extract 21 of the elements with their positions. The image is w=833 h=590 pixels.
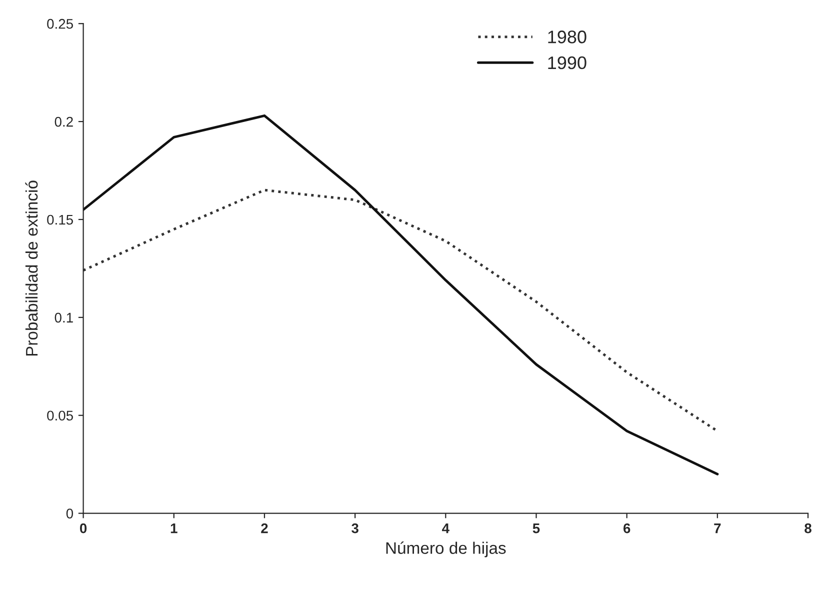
y-tick-label: 0.05: [47, 410, 73, 421]
x-tick-label: 0: [80, 523, 87, 534]
y-tick-label: 0.15: [47, 214, 73, 225]
x-tick-label: 3: [352, 523, 358, 534]
x-tick-label: 4: [442, 524, 450, 534]
x-tick-label: 1: [170, 524, 178, 534]
x-tick-label: 7: [714, 524, 721, 534]
y-tick-label: 0.25: [47, 18, 73, 29]
y-axis-title: Probabilidad de extinció: [25, 180, 38, 356]
y-tick-label: 0: [66, 508, 74, 518]
x-tick-label: 2: [261, 523, 268, 534]
y-tick-label: 0.1: [54, 312, 73, 323]
x-axis-title: Número de hijas: [386, 542, 506, 558]
line-series: [83, 188, 719, 432]
legend-label: 1990: [548, 56, 586, 70]
y-tick-label: 0.2: [54, 116, 73, 127]
legend-label: 1980: [548, 30, 586, 44]
x-tick-label: 8: [804, 523, 812, 534]
x-tick-label: 5: [532, 524, 540, 534]
x-tick-label: 6: [623, 523, 630, 534]
line-series: [83, 114, 719, 476]
